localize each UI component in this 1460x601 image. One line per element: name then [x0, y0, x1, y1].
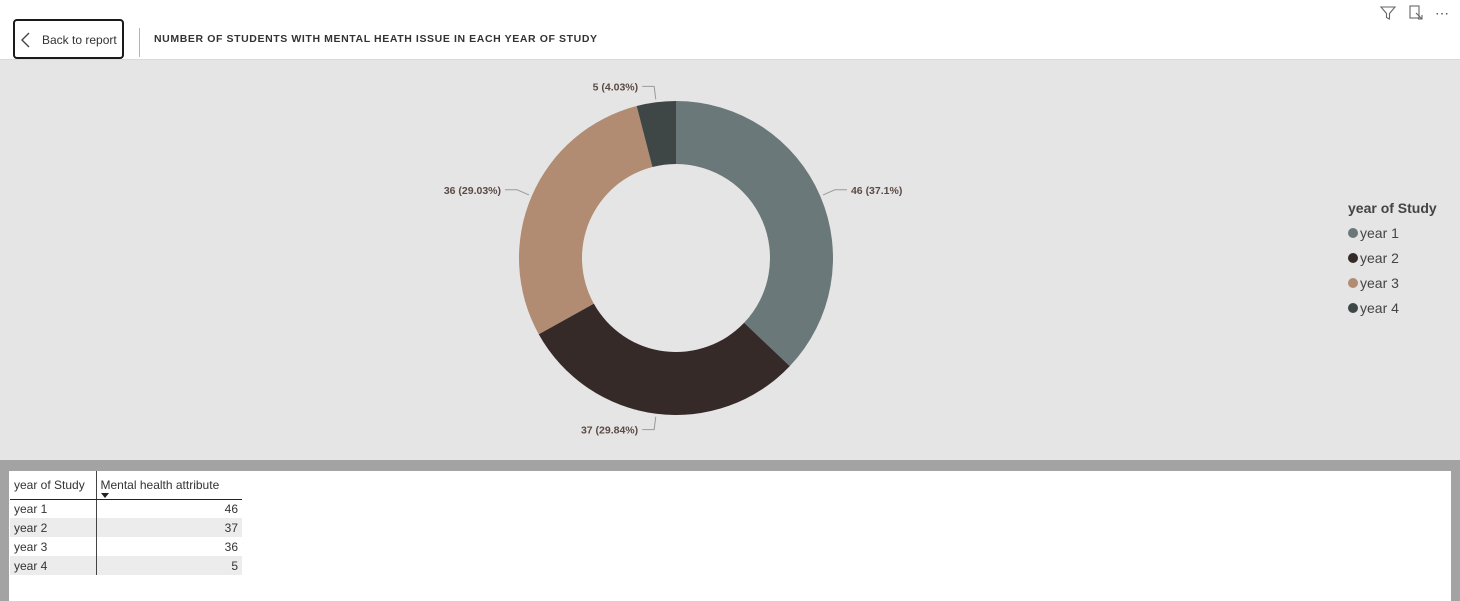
table-row[interactable]: year 3 36 — [10, 537, 242, 556]
matrix-table-panel: year of Study Mental health attribute ye… — [9, 471, 1451, 601]
table-cell-year: year 3 — [10, 537, 97, 556]
legend-label: year 1 — [1360, 224, 1399, 241]
data-label-leader-line — [642, 416, 657, 431]
header-divider — [139, 28, 140, 57]
legend-marker — [1348, 252, 1358, 263]
data-label: 36 (29.03%) — [444, 185, 501, 197]
legend-marker — [1348, 302, 1358, 313]
sort-descending-icon — [100, 492, 109, 498]
table-cell-year: year 1 — [10, 499, 97, 518]
legend-item-year-4[interactable]: year 4 — [1348, 295, 1437, 320]
column-header-label: Mental health attribute — [100, 477, 220, 492]
back-to-report-button[interactable]: Back to report — [13, 19, 124, 59]
back-to-report-label: Back to report — [42, 33, 117, 47]
table-cell-value: 36 — [224, 539, 238, 554]
column-header-year-of-study[interactable]: year of Study — [10, 471, 97, 500]
chart-legend: year of Study year 1 year 2 year 3 year … — [1348, 200, 1437, 320]
data-table: year of Study Mental health attribute ye… — [10, 471, 242, 575]
legend-marker — [1348, 277, 1358, 288]
table-row[interactable]: year 4 5 — [10, 556, 242, 575]
legend-title: year of Study — [1348, 200, 1437, 216]
donut-slice-year-1[interactable] — [676, 101, 833, 367]
data-label: 46 (37.1%) — [851, 185, 902, 197]
legend-item-year-2[interactable]: year 2 — [1348, 245, 1437, 270]
donut-slice-year-3[interactable] — [519, 106, 653, 335]
table-row[interactable]: year 1 46 — [10, 499, 242, 518]
donut-chart-panel: 46 (37.1%) 37 (29.84%) 36 (29.03%) 5 (4.03%… — [0, 60, 1460, 460]
legend-label: year 2 — [1360, 249, 1399, 266]
data-label-leader-line — [822, 189, 847, 196]
legend-item-year-3[interactable]: year 3 — [1348, 270, 1437, 295]
data-label: 37 (29.84%) — [581, 425, 638, 437]
data-label: 5 (4.03%) — [593, 81, 639, 93]
donut-slice-year-4[interactable] — [636, 101, 676, 168]
more-options-icon[interactable]: ⋯ — [1435, 5, 1450, 21]
legend-item-year-1[interactable]: year 1 — [1348, 220, 1437, 245]
table-cell-year: year 4 — [10, 556, 97, 575]
table-row[interactable]: year 2 37 — [10, 518, 242, 537]
visual-header: Back to report NUMBER OF STUDENTS WITH M… — [0, 0, 1460, 60]
filter-icon[interactable] — [1379, 4, 1397, 22]
chevron-left-icon — [21, 32, 30, 48]
visual-toolbar: ⋯ — [1379, 4, 1450, 22]
table-cell-value: 46 — [224, 501, 238, 516]
donut-chart: 46 (37.1%) 37 (29.84%) 36 (29.03%) 5 (4.03%… — [444, 81, 903, 437]
donut-slice-year-2[interactable] — [538, 303, 790, 415]
table-cell-year: year 2 — [10, 518, 97, 537]
focus-mode-icon[interactable] — [1407, 4, 1425, 22]
table-cell-value: 37 — [96, 518, 242, 537]
column-header-mental-health-attribute[interactable]: Mental health attribute — [96, 471, 242, 500]
legend-label: year 4 — [1360, 299, 1399, 316]
legend-label: year 3 — [1360, 274, 1399, 291]
legend-marker — [1348, 227, 1358, 238]
table-header-row: year of Study Mental health attribute — [10, 471, 242, 500]
table-cell-value: 5 — [96, 556, 242, 575]
page-title: NUMBER OF STUDENTS WITH MENTAL HEATH ISS… — [154, 33, 598, 45]
data-label-leader-line — [505, 189, 530, 196]
data-label-leader-line — [642, 85, 657, 100]
